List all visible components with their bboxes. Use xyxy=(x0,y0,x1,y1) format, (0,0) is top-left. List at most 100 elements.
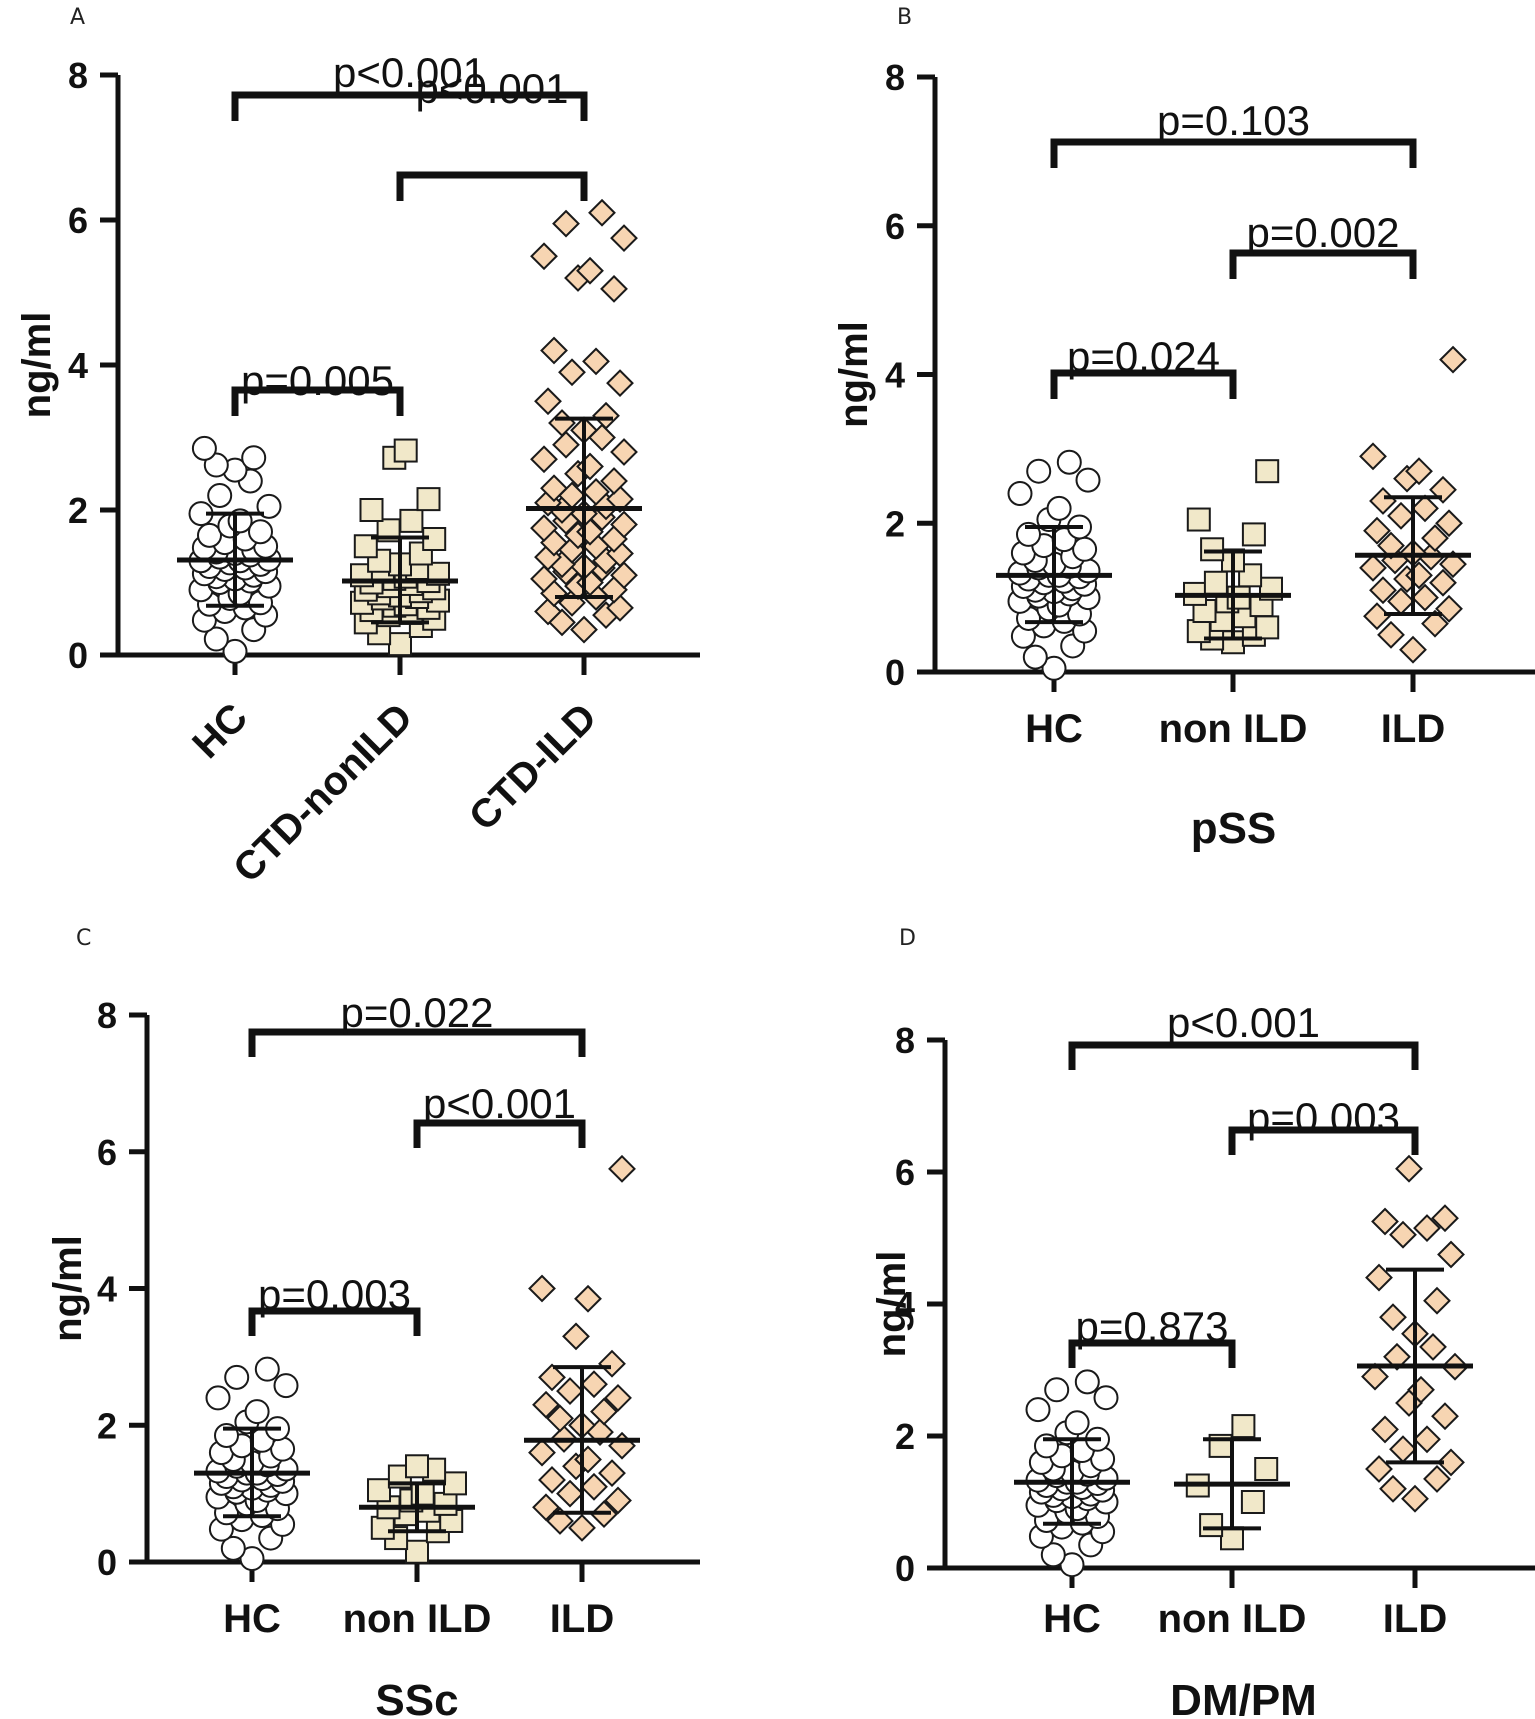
data-point xyxy=(1026,458,1052,484)
y-tick-label: 8 xyxy=(97,995,117,1036)
data-point xyxy=(538,1363,566,1392)
data-point xyxy=(1401,1484,1429,1513)
y-tick-label: 4 xyxy=(68,345,88,386)
y-axis-label: ng/ml xyxy=(870,1251,914,1358)
significance-bracket: p=0.002 xyxy=(1229,209,1417,279)
significance-bracket: p=0.103 xyxy=(1050,97,1417,168)
data-point xyxy=(1377,531,1405,560)
data-point xyxy=(1371,1207,1399,1236)
data-point xyxy=(604,1383,632,1412)
x-axis-title: pSS xyxy=(1191,804,1277,853)
p-value-label: p=0.873 xyxy=(1076,1303,1229,1350)
data-point xyxy=(1064,1410,1090,1436)
data-point xyxy=(610,224,638,253)
data-point xyxy=(1435,594,1463,623)
data-point xyxy=(1363,602,1391,631)
data-point xyxy=(608,1154,636,1183)
data-point xyxy=(388,632,412,657)
data-point xyxy=(1423,1286,1451,1315)
data-point xyxy=(220,1535,246,1561)
data-point xyxy=(1389,1435,1417,1464)
data-point xyxy=(1379,1303,1407,1332)
data-point xyxy=(610,561,638,590)
data-point xyxy=(1387,501,1415,530)
data-point xyxy=(534,387,562,416)
bracket-line xyxy=(231,386,404,416)
data-point xyxy=(1437,1448,1465,1477)
data-point xyxy=(1231,1414,1256,1439)
panel-c: C 0 2 4 6 8 ng/ml HC non ILD ILD SSc p=0.003 p<0.001… xyxy=(46,926,700,1719)
data-point xyxy=(598,1349,626,1378)
series-hc xyxy=(194,1356,310,1572)
data-point xyxy=(1363,516,1391,545)
series-ild xyxy=(1357,1154,1473,1513)
data-point xyxy=(1437,1240,1465,1269)
data-point xyxy=(532,1493,560,1522)
data-point xyxy=(197,522,222,548)
y-tick-label: 0 xyxy=(885,652,905,693)
data-point xyxy=(416,487,441,512)
p-value-label: p=0.003 xyxy=(258,1271,411,1318)
data-point xyxy=(562,1322,590,1351)
category-label: CTD-nonILD xyxy=(225,695,421,891)
y-tick-label: 4 xyxy=(895,1284,915,1325)
panel-d: D 0 2 4 6 8 ng/ml HC non ILD ILD DM/PM p=0.873 p=0.0… xyxy=(870,926,1535,1719)
data-point xyxy=(359,498,384,522)
data-point xyxy=(241,445,267,471)
data-point xyxy=(393,438,418,463)
series-ctd-ild xyxy=(526,198,642,644)
data-point xyxy=(1365,1455,1393,1483)
data-point xyxy=(1421,524,1449,553)
data-point xyxy=(1240,1490,1265,1514)
data-point xyxy=(606,369,634,398)
y-axis-label: ng/ml xyxy=(46,1235,90,1342)
data-point xyxy=(1041,655,1067,681)
series-ctd-nonild xyxy=(342,438,458,657)
bracket-line xyxy=(413,1119,586,1148)
data-point xyxy=(1199,1513,1224,1538)
y-tick-label: 6 xyxy=(885,206,905,247)
category-label: non ILD xyxy=(1159,707,1308,751)
data-point xyxy=(582,347,610,376)
series-ild xyxy=(1355,345,1471,664)
p-value-label: p=0.103 xyxy=(1157,97,1310,144)
significance-bracket: p<0.001 xyxy=(1068,999,1419,1070)
data-point xyxy=(580,1472,608,1501)
p-value-label: p=0.022 xyxy=(341,989,494,1036)
data-point xyxy=(1255,459,1280,484)
category-label: HC xyxy=(1043,1597,1101,1641)
category-label: HC xyxy=(223,1597,281,1641)
p-value-label: p=0.024 xyxy=(1067,333,1220,380)
data-point xyxy=(574,1284,602,1313)
data-point xyxy=(576,256,604,285)
data-point xyxy=(604,1486,632,1515)
series-hc xyxy=(1014,1369,1130,1578)
bracket-line xyxy=(1229,249,1417,279)
category-label: ILD xyxy=(550,1597,614,1641)
data-point xyxy=(556,1479,584,1508)
data-point xyxy=(1093,1385,1119,1411)
data-point xyxy=(1439,550,1467,579)
data-point xyxy=(1411,583,1439,612)
data-point xyxy=(600,274,628,303)
data-point xyxy=(1044,1377,1070,1403)
data-point xyxy=(1254,1457,1279,1481)
data-point xyxy=(1241,522,1266,547)
significance-bracket: p=0.873 xyxy=(1068,1303,1236,1368)
data-point xyxy=(222,638,248,664)
data-point xyxy=(1435,509,1463,538)
bracket-line xyxy=(1068,1339,1236,1368)
data-point xyxy=(592,401,620,430)
x-axis-title: SSc xyxy=(375,1676,458,1719)
data-point xyxy=(239,1546,265,1572)
data-point xyxy=(191,435,217,461)
data-point xyxy=(1371,1415,1399,1444)
data-point xyxy=(546,1404,574,1433)
p-value-label: p=0.005 xyxy=(241,357,394,404)
data-point xyxy=(558,358,586,387)
data-point xyxy=(552,430,580,459)
data-point xyxy=(570,615,598,644)
significance-bracket: p<0.001 xyxy=(413,1080,586,1148)
category-label: HC xyxy=(1025,707,1083,751)
y-tick-label: 4 xyxy=(97,1269,117,1310)
